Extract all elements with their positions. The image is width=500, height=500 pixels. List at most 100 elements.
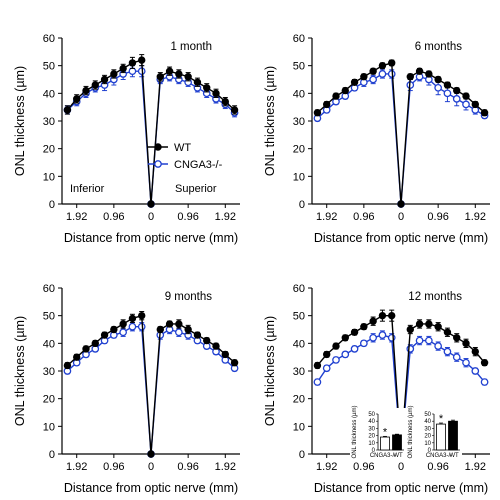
data-point: [378, 331, 387, 339]
data-point: [415, 320, 424, 328]
x-axis-title: Distance from optic nerve (mm): [64, 481, 238, 495]
data-point: [369, 67, 377, 75]
data-point: [128, 67, 137, 76]
data-point: [360, 323, 368, 331]
data-point: [341, 350, 350, 359]
data-point: [175, 70, 183, 78]
series-wt: [63, 54, 239, 208]
data-point: [453, 334, 461, 342]
y-axis-title: ONL thickness (µm): [263, 66, 277, 176]
inset-significance-marker: *: [383, 426, 388, 438]
series-cnga3: [313, 330, 489, 458]
data-point: [443, 328, 452, 336]
y-tick-label: 20: [43, 144, 55, 156]
data-point: [360, 73, 368, 81]
y-tick-label: 60: [293, 33, 305, 45]
inset-bar: [436, 423, 446, 451]
inset-category-label: CNGA3-/-: [370, 453, 396, 459]
data-point: [425, 70, 433, 78]
inset-bar: [380, 436, 390, 451]
inset-tick-label: 30: [368, 426, 375, 432]
data-point: [452, 353, 461, 362]
data-point: [212, 342, 220, 350]
data-point: [193, 78, 202, 86]
x-axis-title: Distance from optic nerve (mm): [314, 481, 488, 495]
y-axis-title: ONL thickness (µm): [263, 316, 277, 426]
data-point: [175, 320, 183, 328]
data-point: [360, 339, 368, 348]
data-point: [471, 367, 480, 375]
data-point: [425, 336, 433, 345]
x-tick-label: 1.92: [66, 211, 87, 223]
series-cnga3: [313, 69, 489, 208]
y-tick-label: 60: [43, 33, 55, 45]
y-tick-label: 40: [293, 88, 305, 100]
data-point: [350, 328, 359, 336]
panel-title: 6 months: [415, 41, 463, 53]
data-point: [110, 70, 118, 78]
data-point: [369, 75, 377, 84]
data-point: [369, 333, 377, 342]
y-tick-label: 50: [293, 61, 305, 73]
data-point: [119, 64, 127, 73]
y-tick-label: 20: [43, 394, 55, 406]
annotation-superior: Superior: [175, 183, 217, 195]
legend-label: CNGA3-/-: [174, 159, 223, 171]
annotation-inferior: Inferior: [70, 183, 105, 195]
data-point: [462, 339, 470, 348]
y-tick-label: 0: [49, 449, 55, 461]
data-point: [110, 325, 118, 334]
x-tick-label: 1.92: [465, 211, 486, 223]
legend-marker: [154, 160, 162, 168]
panel-title: 12 months: [408, 291, 462, 303]
data-point: [415, 336, 424, 345]
data-point: [369, 317, 377, 325]
data-point: [138, 56, 146, 64]
data-point: [203, 84, 211, 92]
y-tick-label: 60: [293, 283, 305, 295]
legend-label: WT: [174, 142, 191, 154]
data-point: [156, 325, 164, 334]
data-point: [434, 83, 442, 92]
data-point: [119, 320, 127, 328]
y-tick-label: 40: [43, 338, 55, 350]
data-point: [82, 86, 90, 95]
series-wt: [313, 59, 489, 208]
x-axis-title: Distance from optic nerve (mm): [64, 231, 238, 245]
data-point: [480, 359, 489, 367]
x-tick-label: 0: [148, 461, 154, 473]
x-tick-label: 1.92: [316, 211, 337, 223]
legend-marker: [154, 143, 162, 151]
data-point: [443, 89, 452, 98]
inset-category-label: WT: [393, 453, 403, 459]
data-point: [378, 61, 387, 70]
data-point: [82, 345, 90, 353]
data-point: [138, 311, 146, 320]
data-point: [378, 311, 387, 320]
x-tick-label: 0.96: [177, 461, 198, 473]
chart-panel-1-month: 0 10 20 30 40 50 60 1.92 0.96 0 0.96 1.92 Distance f…: [0, 0, 250, 250]
chart-panel-6-months: 0 10 20 30 40 50 60 1.92 0.96 0 0.96 1.92 Distance f…: [250, 0, 500, 250]
data-point: [443, 347, 452, 356]
y-tick-label: 10: [293, 421, 305, 433]
data-point: [63, 106, 72, 114]
data-point: [175, 328, 183, 337]
data-point: [322, 364, 331, 373]
x-tick-label: 0.96: [427, 211, 448, 223]
data-point: [378, 70, 387, 78]
y-tick-label: 40: [293, 338, 305, 350]
y-tick-label: 50: [43, 61, 55, 73]
x-tick-label: 0.96: [353, 461, 374, 473]
data-point: [221, 97, 229, 106]
panel-title: 1 month: [170, 41, 212, 53]
x-tick-label: 0: [148, 211, 154, 223]
y-tick-label: 50: [43, 311, 55, 323]
data-point: [452, 95, 461, 103]
inset-tick-label: 10: [424, 441, 431, 447]
data-point: [462, 358, 470, 367]
data-point: [471, 100, 479, 109]
data-point: [341, 334, 349, 342]
